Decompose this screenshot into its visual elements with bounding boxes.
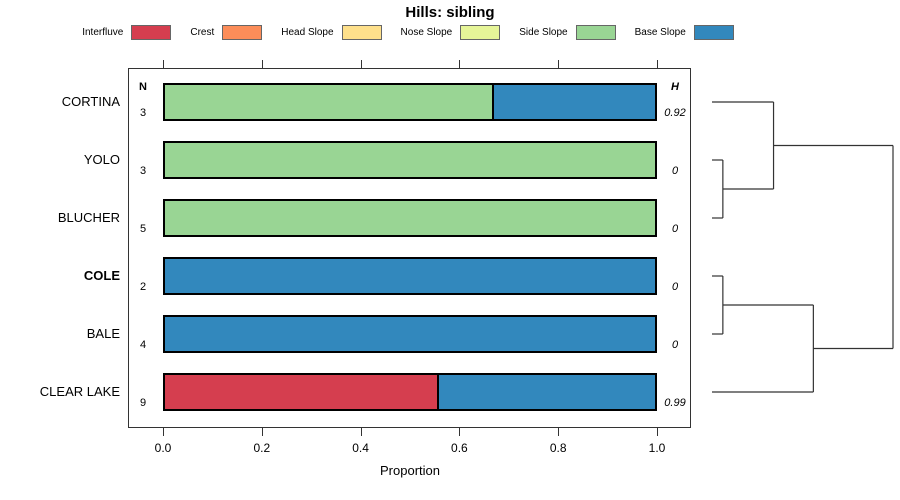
axis-tick-bottom — [459, 428, 461, 436]
legend-swatch — [693, 25, 734, 40]
legend-swatch — [222, 25, 263, 40]
legend: Interfluve Crest Head Slope Nose Slope Side … — [24, 25, 792, 40]
legend-item: Head Slope — [281, 25, 382, 40]
legend-item: Side Slope — [519, 25, 616, 40]
legend-item: Nose Slope — [401, 25, 501, 40]
category-label: BLUCHER — [57, 210, 120, 225]
legend-label: Crest — [190, 27, 215, 38]
bar-row — [163, 83, 657, 121]
legend-swatch — [460, 25, 501, 40]
legend-swatch — [131, 25, 172, 40]
n-value: 3 — [139, 107, 147, 119]
axis-tick-bottom — [657, 428, 658, 436]
axis-tick-label: 0.2 — [253, 441, 271, 455]
axis-tick-top — [558, 60, 560, 68]
legend-label: Base Slope — [634, 27, 686, 38]
category-label: COLE — [83, 268, 120, 283]
h-column-header: H — [671, 81, 679, 93]
axis-tick-label: 1.0 — [648, 441, 666, 455]
dendrogram — [712, 101, 894, 393]
bar-segment-base-slope — [165, 259, 655, 293]
legend-swatch — [575, 25, 616, 40]
axis-tick-label: 0.0 — [154, 441, 172, 455]
chart-title: Hills: sibling — [405, 4, 495, 21]
category-label: CORTINA — [61, 94, 120, 109]
axis-tick-bottom — [558, 428, 560, 436]
legend-label: Interfluve — [82, 27, 124, 38]
bar-segment-side-slope — [165, 143, 655, 177]
h-value: 0 — [671, 281, 679, 293]
h-value: 0.92 — [664, 107, 686, 119]
n-value: 4 — [139, 339, 147, 351]
plot-area — [128, 68, 691, 428]
bar-row — [163, 373, 657, 411]
axis-tick-label: 0.4 — [352, 441, 369, 455]
bar-segment-base-slope — [165, 317, 655, 351]
axis-tick-bottom — [163, 428, 164, 436]
category-label: YOLO — [83, 152, 120, 167]
axis-tick-top — [459, 60, 461, 68]
legend-swatch — [341, 25, 382, 40]
h-value: 0.99 — [664, 397, 686, 409]
bar-segment-base-slope — [491, 85, 655, 119]
axis-tick-label: 0.8 — [549, 441, 567, 455]
h-value: 0 — [671, 165, 679, 177]
axis-tick-top — [360, 60, 362, 68]
n-column-header: N — [139, 81, 147, 93]
bar-row — [163, 141, 657, 179]
axis-tick-top — [163, 60, 164, 68]
x-axis-label: Proportion — [380, 463, 440, 478]
axis-tick-bottom — [360, 428, 362, 436]
n-value: 9 — [139, 397, 147, 409]
h-value: 0 — [671, 223, 679, 235]
axis-tick-label: 0.6 — [451, 441, 468, 455]
n-value: 2 — [139, 281, 147, 293]
h-value: 0 — [671, 339, 679, 351]
n-value: 5 — [139, 223, 147, 235]
bar-segment-side-slope — [165, 201, 655, 235]
legend-label: Nose Slope — [400, 27, 453, 38]
bar-row — [163, 257, 657, 295]
bar-segment-base-slope — [437, 375, 655, 409]
bar-row — [163, 315, 657, 353]
legend-item: Crest — [190, 25, 263, 40]
legend-item: Base Slope — [635, 25, 734, 40]
legend-label: Side Slope — [519, 27, 568, 38]
category-label: CLEAR LAKE — [39, 384, 120, 399]
bar-row — [163, 199, 657, 237]
legend-item: Interfluve — [82, 25, 172, 40]
n-value: 3 — [139, 165, 147, 177]
category-label: BALE — [86, 326, 120, 341]
axis-tick-top — [657, 60, 658, 68]
axis-tick-bottom — [261, 428, 263, 436]
bar-segment-interfluve — [165, 375, 438, 409]
legend-label: Head Slope — [281, 27, 334, 38]
axis-tick-top — [261, 60, 263, 68]
bar-segment-side-slope — [165, 85, 492, 119]
